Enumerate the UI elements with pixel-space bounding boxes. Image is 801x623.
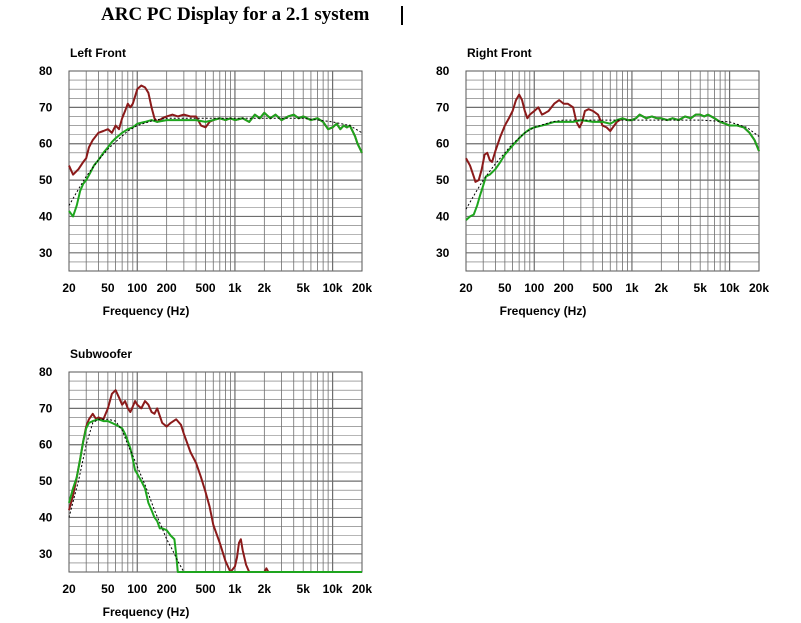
- y-tick-label: 40: [436, 209, 450, 223]
- x-tick-label: 5k: [297, 281, 311, 295]
- series-corrected: [68, 418, 362, 573]
- text-cursor: [401, 6, 403, 25]
- y-tick-label: 50: [39, 173, 53, 187]
- y-tick-label: 40: [39, 209, 53, 223]
- x-tick-label: 10k: [323, 281, 343, 295]
- y-tick-label: 60: [39, 438, 53, 452]
- y-tick-label: 80: [436, 64, 450, 78]
- series-target: [465, 119, 760, 210]
- x-tick-label: 1k: [228, 582, 242, 596]
- x-tick-label: 100: [524, 281, 544, 295]
- x-tick-label: 20k: [749, 281, 769, 295]
- page-title: ARC PC Display for a 2.1 system: [101, 4, 370, 25]
- x-tick-label: 500: [196, 582, 216, 596]
- y-tick-label: 60: [436, 137, 450, 151]
- x-tick-label: 200: [157, 281, 177, 295]
- x-tick-label: 1k: [625, 281, 639, 295]
- x-tick-label: 200: [157, 582, 177, 596]
- series-target: [68, 117, 363, 206]
- series-target: [68, 418, 185, 573]
- x-tick-label: 5k: [297, 582, 311, 596]
- series-corrected: [68, 111, 363, 218]
- x-tick-label: 20k: [352, 582, 372, 596]
- x-tick-label: 10k: [720, 281, 740, 295]
- x-tick-label: 500: [593, 281, 613, 295]
- y-tick-label: 80: [39, 365, 53, 379]
- y-tick-label: 60: [39, 137, 53, 151]
- x-tick-label: 20: [62, 582, 76, 596]
- chart-title: Subwoofer: [70, 347, 132, 361]
- y-tick-label: 50: [436, 173, 450, 187]
- x-axis-label: Frequency (Hz): [103, 605, 190, 619]
- y-tick-label: 80: [39, 64, 53, 78]
- x-axis-label: Frequency (Hz): [103, 304, 190, 318]
- chart-title: Right Front: [467, 46, 532, 60]
- x-tick-label: 100: [127, 582, 147, 596]
- x-tick-label: 2k: [258, 281, 272, 295]
- grid: [69, 372, 362, 572]
- x-axis-label: Frequency (Hz): [500, 304, 587, 318]
- y-tick-label: 50: [39, 474, 53, 488]
- x-tick-label: 100: [127, 281, 147, 295]
- y-tick-label: 70: [39, 100, 53, 114]
- x-tick-label: 2k: [258, 582, 272, 596]
- y-tick-label: 70: [39, 401, 53, 415]
- x-tick-label: 1k: [228, 281, 242, 295]
- chart-0: Left Front 30 40 50 60 70 80 20 50 100 200 500 1k 2k 5…: [39, 46, 372, 318]
- x-tick-label: 500: [196, 281, 216, 295]
- y-tick-label: 30: [436, 246, 450, 260]
- series-measured: [68, 389, 362, 573]
- x-tick-label: 50: [101, 582, 115, 596]
- chart-1: Right Front 30 40 50 60 70 80 20 50 100 200 500 1k 2k…: [436, 46, 769, 318]
- x-tick-label: 50: [101, 281, 115, 295]
- x-tick-label: 2k: [655, 281, 669, 295]
- chart-title: Left Front: [70, 46, 126, 60]
- y-tick-label: 30: [39, 246, 53, 260]
- y-tick-label: 40: [39, 510, 53, 524]
- y-tick-label: 70: [436, 100, 450, 114]
- x-tick-label: 20k: [352, 281, 372, 295]
- x-tick-label: 5k: [694, 281, 708, 295]
- x-tick-label: 50: [498, 281, 512, 295]
- x-tick-label: 200: [554, 281, 574, 295]
- chart-2: Subwoofer 30 40 50 60 70 80 20 50 100 200 500 1k 2k 5k…: [39, 347, 372, 619]
- x-tick-label: 20: [62, 281, 76, 295]
- x-tick-label: 10k: [323, 582, 343, 596]
- series-corrected: [465, 113, 760, 221]
- x-tick-label: 20: [459, 281, 473, 295]
- y-tick-label: 30: [39, 547, 53, 561]
